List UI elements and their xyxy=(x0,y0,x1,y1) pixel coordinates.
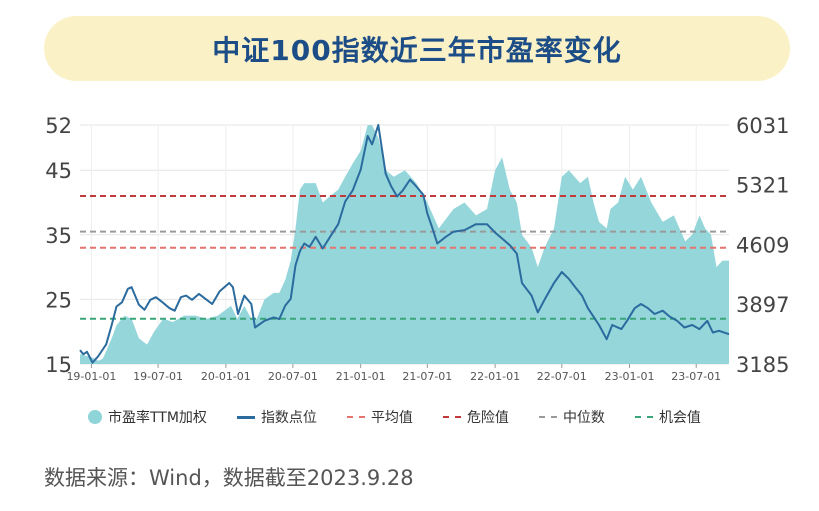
left-tick-label: 35 xyxy=(45,224,72,248)
legend: 市盈率TTM加权 指数点位 平均值 危险值 中位数 机会值 xyxy=(88,407,731,427)
legend-item-avg: 平均值 xyxy=(346,407,413,427)
legend-label-danger: 危险值 xyxy=(466,410,509,426)
x-tick-label: 22-07-01 xyxy=(537,370,587,383)
legend-label-index: 指数点位 xyxy=(260,410,317,426)
right-tick-label: 3185 xyxy=(736,353,789,377)
index-line-series xyxy=(79,124,730,364)
right-axis: 6031 5321 4609 3897 3185 xyxy=(736,114,789,377)
left-tick-label: 15 xyxy=(45,353,72,377)
legend-item-median: 中位数 xyxy=(538,407,605,427)
legend-swatch-avg xyxy=(346,416,365,418)
x-axis: 19-01-01 19-07-01 20-01-01 20-07-01 21-01-01… xyxy=(66,364,721,383)
index-line xyxy=(79,124,730,364)
legend-item-opportunity: 机会值 xyxy=(634,407,701,427)
data-source-note: 数据来源：Wind，数据截至2023.9.28 xyxy=(44,466,414,490)
legend-item-danger: 危险值 xyxy=(442,407,509,427)
right-tick-label: 4609 xyxy=(736,233,789,257)
legend-item-index: 指数点位 xyxy=(236,407,317,427)
pe-area-series xyxy=(80,125,729,364)
pe-area xyxy=(80,125,729,364)
left-axis: 52 45 35 25 15 xyxy=(45,114,72,377)
right-tick-label: 6031 xyxy=(736,114,789,138)
x-tick-label: 20-01-01 xyxy=(201,370,251,383)
legend-label-pe: 市盈率TTM加权 xyxy=(108,410,207,426)
x-tick-label: 19-07-01 xyxy=(133,370,183,383)
reference-lines xyxy=(80,195,729,320)
legend-swatch-index xyxy=(236,415,255,419)
x-tick-label: 19-01-01 xyxy=(66,370,116,383)
left-tick-label: 45 xyxy=(45,159,72,183)
legend-swatch-median xyxy=(538,416,557,418)
x-tick-label: 21-07-01 xyxy=(402,370,452,383)
x-tick-label: 21-01-01 xyxy=(336,370,386,383)
pe-chart: 52 45 35 25 15 6031 5321 4609 3897 3185 19-01-01… xyxy=(45,114,789,383)
legend-swatch-pe xyxy=(88,410,102,424)
x-tick-label: 20-07-01 xyxy=(268,370,318,383)
left-tick-label: 25 xyxy=(45,288,72,312)
legend-item-pe: 市盈率TTM加权 xyxy=(88,407,207,427)
title-banner: 中证100指数近三年市盈率变化 xyxy=(44,16,790,81)
legend-swatch-danger xyxy=(442,416,461,418)
legend-label-opportunity: 机会值 xyxy=(658,410,701,426)
right-tick-label: 5321 xyxy=(736,174,789,198)
x-tick-label: 22-01-01 xyxy=(470,370,520,383)
chart-title: 中证100指数近三年市盈率变化 xyxy=(212,33,622,67)
legend-swatch-opportunity xyxy=(634,416,653,418)
legend-label-median: 中位数 xyxy=(562,410,605,426)
legend-label-avg: 平均值 xyxy=(370,410,413,426)
left-tick-label: 52 xyxy=(45,114,72,138)
x-tick-label: 23-01-01 xyxy=(605,370,655,383)
x-tick-label: 23-07-01 xyxy=(671,370,721,383)
right-tick-label: 3897 xyxy=(736,293,789,317)
